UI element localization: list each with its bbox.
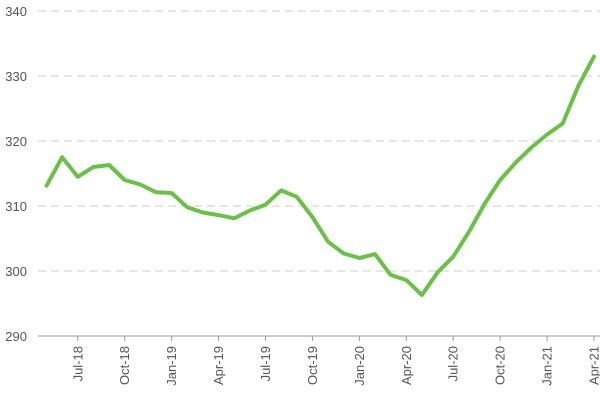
y-axis: 290 300 310 320 330 340 [5, 4, 27, 344]
x-tick-label: Jul-20 [446, 346, 461, 381]
x-tick-label: Jul-19 [258, 346, 273, 381]
x-tick-label: Jan-20 [352, 346, 367, 386]
gridlines [38, 10, 600, 272]
x-tick-label: Oct-20 [493, 346, 508, 385]
x-tick-label: Apr-19 [211, 346, 226, 385]
x-tick-label: Jul-18 [70, 346, 85, 381]
x-tick-labels: Jul-18 Oct-18 Jan-19 Apr-19 Jul-19 Oct-19 Jan-… [70, 346, 600, 386]
y-tick-label: 340 [5, 4, 27, 19]
series-layer [44, 54, 596, 297]
y-tick-label: 300 [5, 264, 27, 279]
x-tick-label: Jan-21 [540, 346, 555, 386]
x-tick-label: Apr-21 [587, 346, 600, 385]
x-tick-label: Apr-20 [399, 346, 414, 385]
y-tick-label: 290 [5, 329, 27, 344]
y-tick-label: 330 [5, 69, 27, 84]
y-tick-label: 310 [5, 199, 27, 214]
x-tick-label: Oct-18 [117, 346, 132, 385]
series-line-0 [44, 54, 596, 297]
x-axis [38, 335, 600, 341]
y-tick-label: 320 [5, 134, 27, 149]
x-tick-label: Jan-19 [164, 346, 179, 386]
x-tick-label: Oct-19 [305, 346, 320, 385]
